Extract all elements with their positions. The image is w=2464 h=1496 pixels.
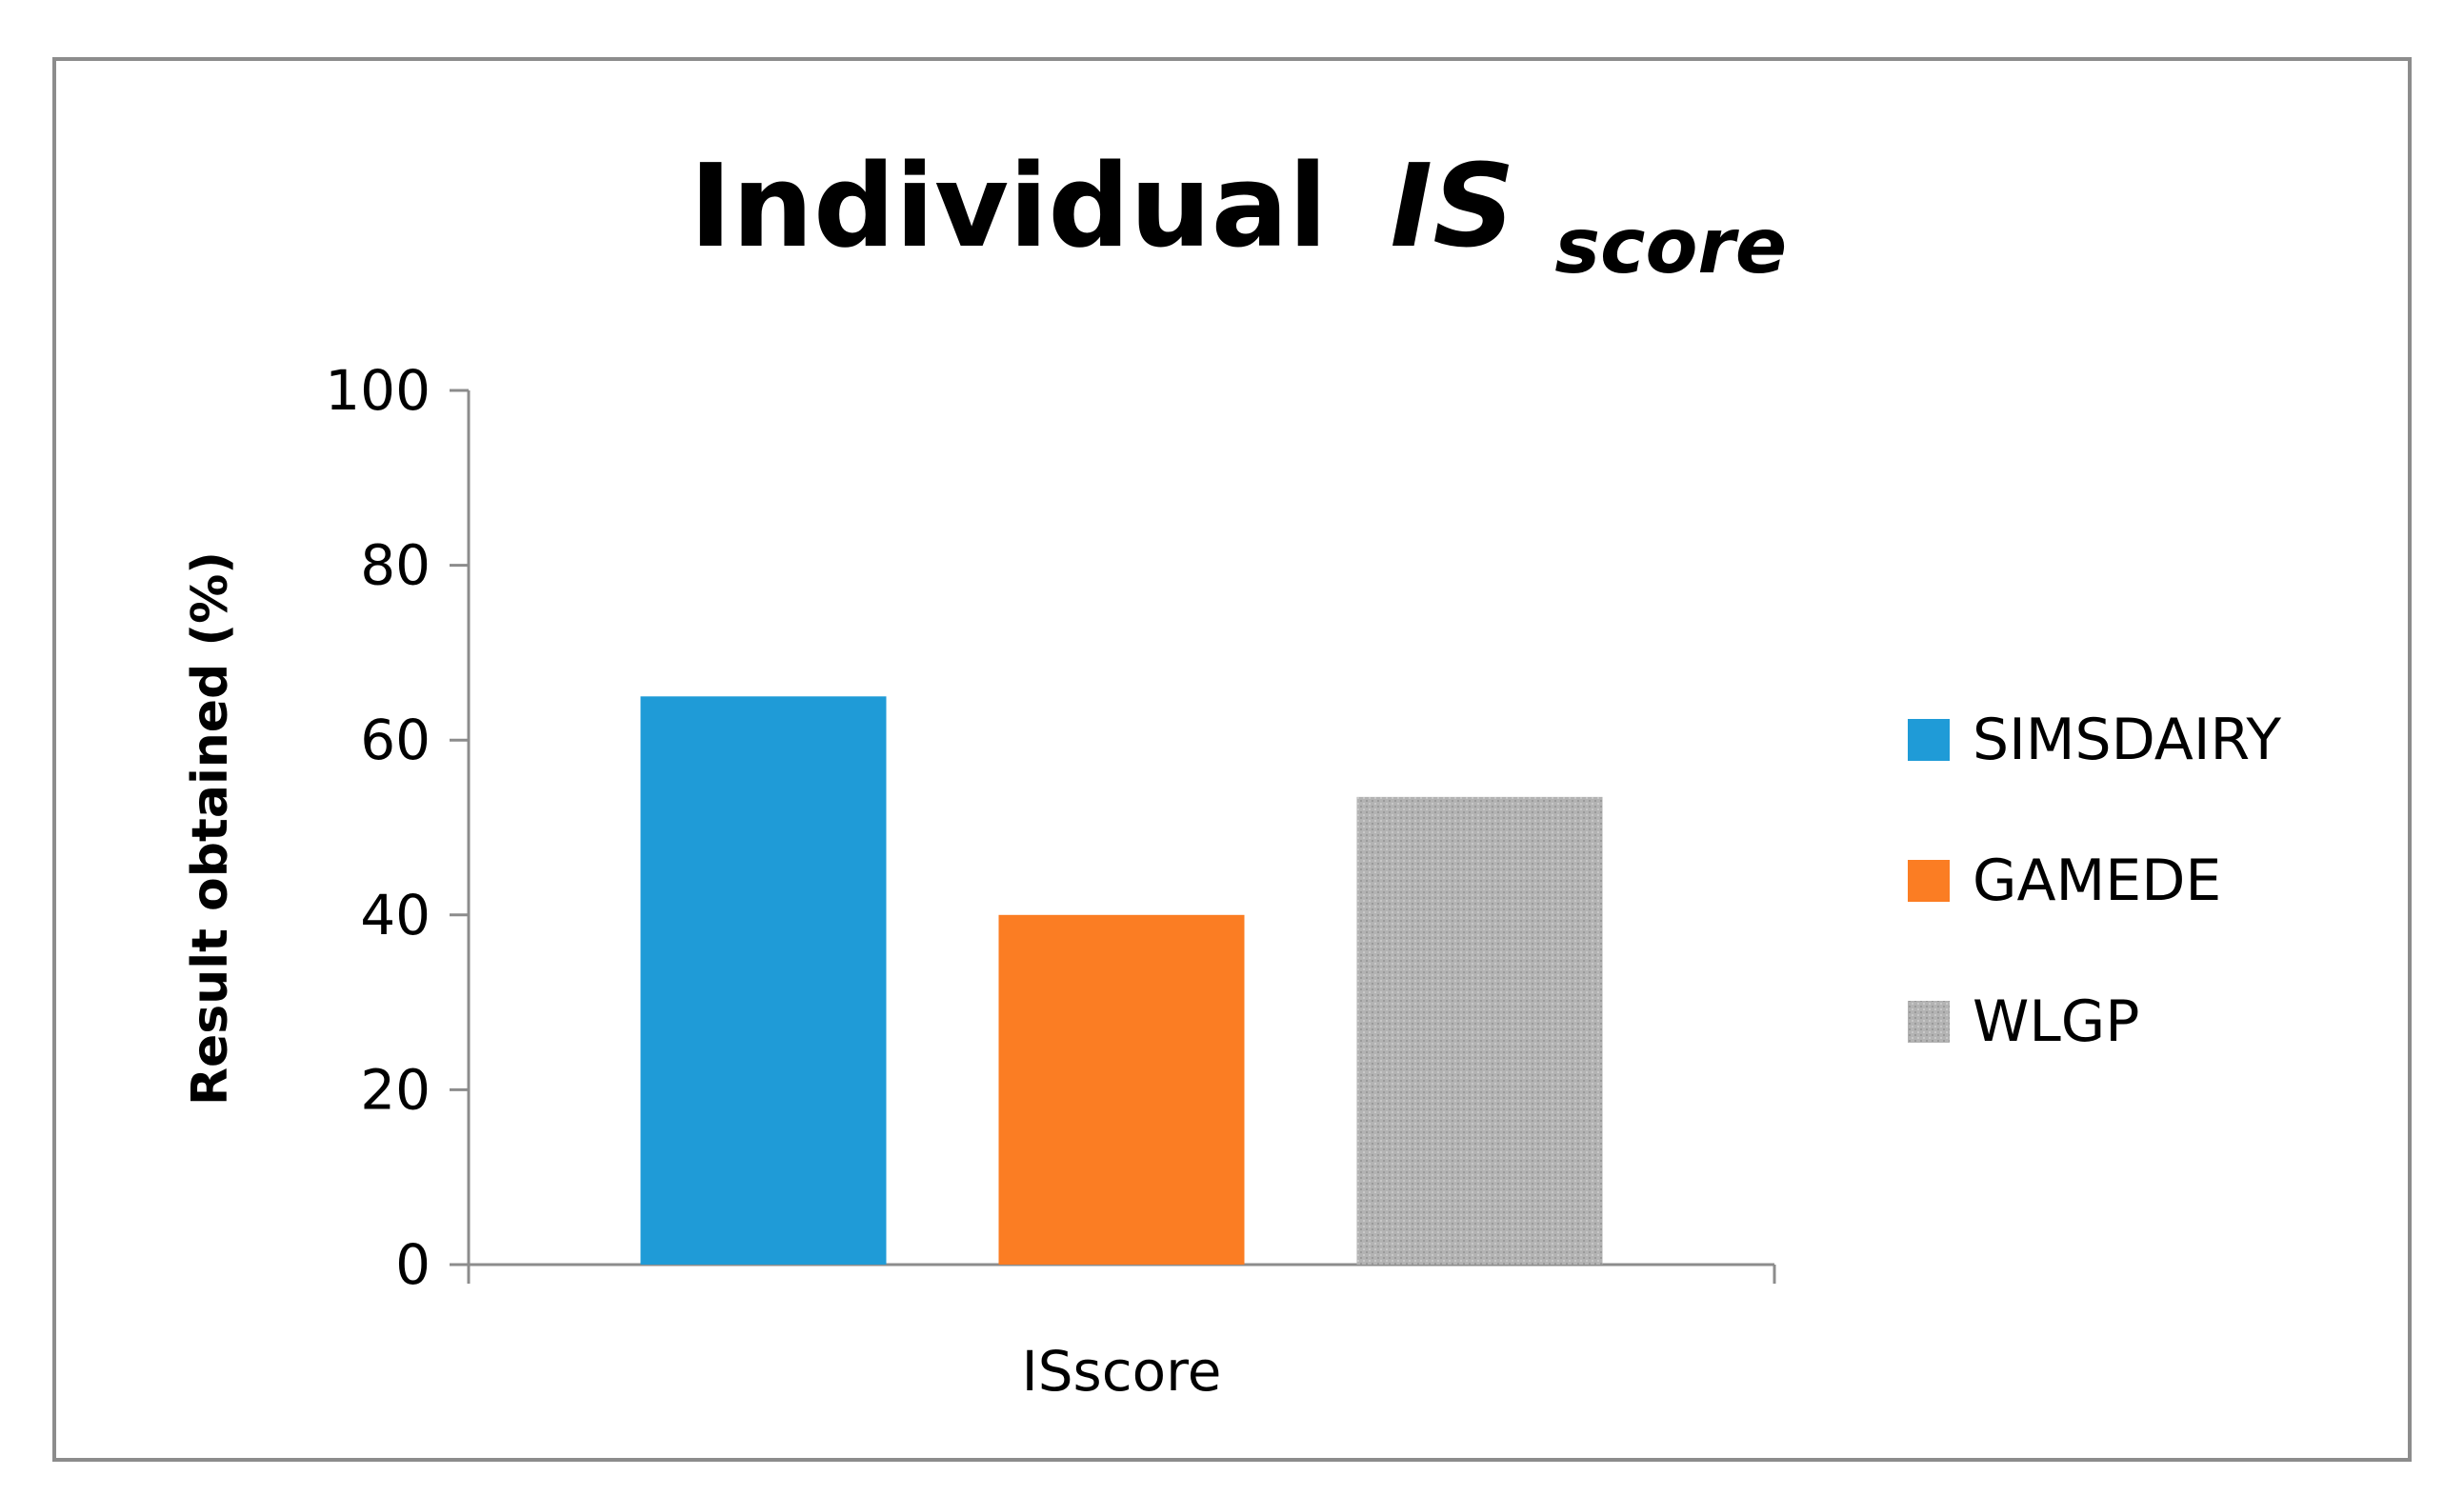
bar-gamede [998,914,1245,1265]
y-tick-label: 80 [360,533,431,598]
bar-wlgp [1356,796,1603,1265]
legend: SIMSDAIRY GAMEDE WLGP [1908,707,2281,1055]
chart-title-subscript: score [1554,202,1787,290]
y-tick-label: 20 [360,1057,431,1122]
legend-label-gamede: GAMEDE [1973,848,2221,914]
chart-title-italic: IS [1391,141,1515,273]
y-tick-label: 0 [395,1232,431,1297]
legend-label-simsdairy: SIMSDAIRY [1973,707,2281,773]
bars [640,696,1603,1265]
y-tick-label: 40 [360,883,431,947]
y-axis: 0 20 40 60 80 100 [325,358,471,1297]
chart-title-main: Individual [690,141,1328,273]
bar-simsdairy [640,696,887,1265]
x-tick-label: ISscore [1022,1339,1222,1404]
legend-swatch-wlgp [1908,1001,1950,1043]
y-axis-title: Result obtained (%) [182,551,239,1106]
x-axis: ISscore [450,1263,1776,1404]
legend-label-wlgp: WLGP [1973,988,2139,1055]
chart-title: Individual IS score [690,141,1787,290]
legend-swatch-gamede [1908,860,1950,902]
legend-swatch-simsdairy [1908,719,1950,761]
y-tick-label: 60 [360,708,431,772]
y-tick-label: 100 [325,358,431,423]
